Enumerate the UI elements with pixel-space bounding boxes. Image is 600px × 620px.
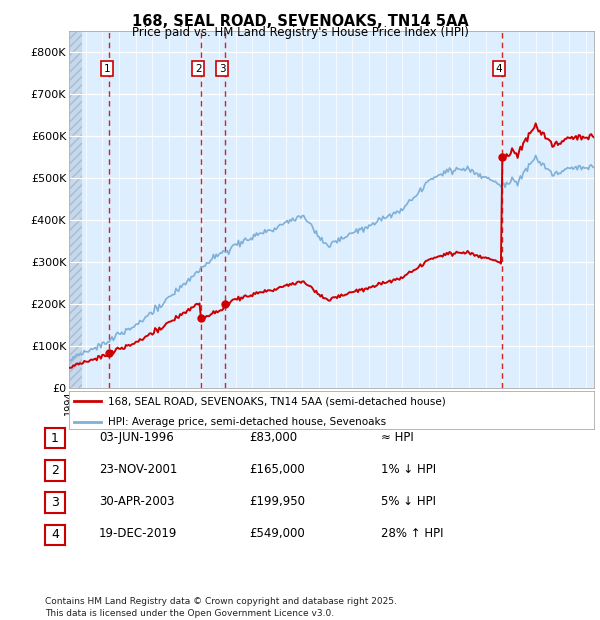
Text: 3: 3 — [51, 496, 59, 509]
Text: £83,000: £83,000 — [249, 431, 297, 443]
Text: 19-DEC-2019: 19-DEC-2019 — [99, 528, 178, 540]
Text: Contains HM Land Registry data © Crown copyright and database right 2025.
This d: Contains HM Land Registry data © Crown c… — [45, 597, 397, 618]
Text: 2: 2 — [195, 64, 202, 74]
Text: 3: 3 — [218, 64, 226, 74]
Text: ≈ HPI: ≈ HPI — [381, 431, 414, 443]
Text: £549,000: £549,000 — [249, 528, 305, 540]
Text: 168, SEAL ROAD, SEVENOAKS, TN14 5AA (semi-detached house): 168, SEAL ROAD, SEVENOAKS, TN14 5AA (sem… — [109, 396, 446, 406]
Text: 03-JUN-1996: 03-JUN-1996 — [99, 431, 174, 443]
Text: 5% ↓ HPI: 5% ↓ HPI — [381, 495, 436, 508]
Text: 30-APR-2003: 30-APR-2003 — [99, 495, 175, 508]
Text: 2: 2 — [51, 464, 59, 477]
Text: 23-NOV-2001: 23-NOV-2001 — [99, 463, 178, 476]
Bar — [69, 31, 82, 388]
Text: £165,000: £165,000 — [249, 463, 305, 476]
Text: Price paid vs. HM Land Registry's House Price Index (HPI): Price paid vs. HM Land Registry's House … — [131, 26, 469, 39]
Text: 1% ↓ HPI: 1% ↓ HPI — [381, 463, 436, 476]
Text: 4: 4 — [496, 64, 502, 74]
Text: 4: 4 — [51, 528, 59, 541]
Text: HPI: Average price, semi-detached house, Sevenoaks: HPI: Average price, semi-detached house,… — [109, 417, 386, 427]
Text: 1: 1 — [104, 64, 110, 74]
Text: 28% ↑ HPI: 28% ↑ HPI — [381, 528, 443, 540]
Text: £199,950: £199,950 — [249, 495, 305, 508]
Text: 168, SEAL ROAD, SEVENOAKS, TN14 5AA: 168, SEAL ROAD, SEVENOAKS, TN14 5AA — [131, 14, 469, 29]
Text: 1: 1 — [51, 432, 59, 445]
